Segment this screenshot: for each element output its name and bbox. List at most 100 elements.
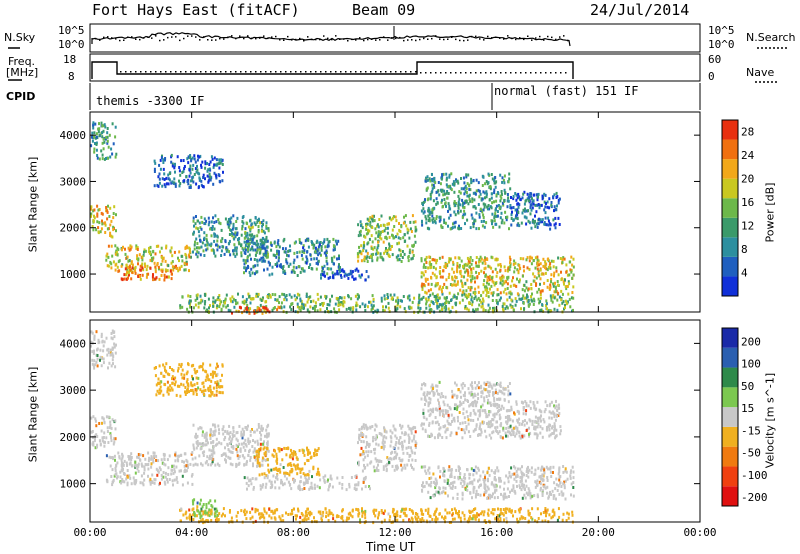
power-cell (256, 234, 259, 238)
velocity-cell (256, 464, 258, 468)
power-cell (483, 205, 486, 209)
nsearch-point (319, 38, 321, 41)
velocity-cell (282, 519, 285, 523)
velocity-cell (95, 424, 98, 428)
nsearch-point (539, 35, 541, 38)
velocity-cell (90, 340, 93, 344)
power-cell (430, 300, 433, 304)
power-cell (419, 306, 422, 310)
velocity-cell (166, 372, 169, 376)
velocity-cell (267, 433, 270, 437)
velocity-cell (362, 477, 365, 481)
power-cell (443, 282, 446, 286)
power-cell (336, 272, 339, 276)
power-cell (234, 246, 237, 250)
power-cell (152, 250, 155, 254)
power-cell (151, 259, 154, 263)
velocity-cell (270, 468, 273, 472)
power-cell (545, 304, 548, 307)
power-cell (412, 254, 415, 257)
power-cell (426, 175, 429, 179)
velocity-cell (192, 363, 195, 367)
velocity-cell (389, 444, 392, 448)
power-cell (233, 305, 236, 309)
power-cell (516, 292, 519, 296)
velocity-cell (364, 485, 367, 489)
power-cell (537, 272, 540, 276)
power-cell (559, 257, 562, 260)
power-cell (535, 276, 538, 280)
power-cell (296, 305, 299, 309)
power-cell (321, 267, 324, 270)
velocity-cell (378, 511, 381, 515)
velocity-cell (107, 351, 110, 354)
velocity-cell (214, 499, 217, 503)
power-cell (126, 265, 129, 269)
power-cell (97, 127, 100, 131)
velocity-cell (139, 453, 142, 457)
velocity-cell (285, 447, 288, 450)
power-cell (306, 250, 309, 254)
power-cell (115, 152, 118, 156)
velocity-cell (192, 443, 195, 447)
power-cell (493, 179, 496, 183)
power-cell (250, 297, 253, 301)
power-cell (199, 226, 202, 230)
velocity-cell (147, 467, 150, 471)
power-cell (122, 245, 124, 249)
power-cell (447, 300, 450, 304)
nsearch-point (563, 35, 565, 37)
power-cell (385, 247, 387, 250)
power-cell (338, 268, 341, 272)
power-cell (521, 211, 524, 215)
power-cell (411, 244, 414, 248)
power-cell (420, 209, 423, 213)
power-cell (333, 255, 336, 259)
power-cell (417, 306, 420, 310)
power-cell (411, 214, 414, 218)
power-cell (293, 241, 296, 245)
power-cell (337, 303, 340, 307)
power-cell (480, 220, 483, 223)
nave-point (240, 71, 242, 73)
power-cell (526, 266, 529, 270)
velocity-cell (446, 511, 449, 515)
power-cell (164, 259, 167, 263)
velocity-cell (458, 510, 460, 514)
power-cell (106, 131, 109, 135)
power-cell (510, 305, 513, 309)
power-cell (245, 269, 247, 273)
velocity-cell (304, 481, 307, 485)
velocity-cell (143, 478, 146, 482)
power-cell (431, 271, 434, 275)
power-cell (138, 253, 141, 257)
velocity-cell (396, 513, 399, 517)
velocity-cell (222, 432, 225, 436)
power-cell (236, 301, 239, 305)
power-cell (490, 192, 493, 196)
power-cell (196, 158, 199, 162)
power-cell (171, 180, 174, 184)
power-cell (540, 309, 543, 313)
power-cell (335, 296, 338, 300)
power-cell (332, 244, 335, 248)
power-cell (370, 253, 373, 257)
velocity-cell (193, 383, 196, 387)
velocity-cell (110, 364, 113, 368)
power-cell (219, 222, 222, 226)
velocity-cell (404, 431, 407, 435)
power-cell (207, 180, 210, 184)
velocity-cell (252, 487, 255, 491)
power-cell (510, 196, 512, 199)
velocity-cell (130, 482, 133, 486)
velocity-cell (364, 509, 367, 513)
velocity-cell (173, 468, 176, 472)
velocity-cell (424, 508, 427, 512)
power-cell (347, 273, 350, 277)
velocity-cell (218, 441, 221, 445)
velocity-cell (229, 462, 232, 466)
power-cell (144, 265, 147, 268)
power-cell (110, 262, 113, 266)
velocity-cell (199, 364, 202, 368)
power-cell (165, 182, 168, 186)
